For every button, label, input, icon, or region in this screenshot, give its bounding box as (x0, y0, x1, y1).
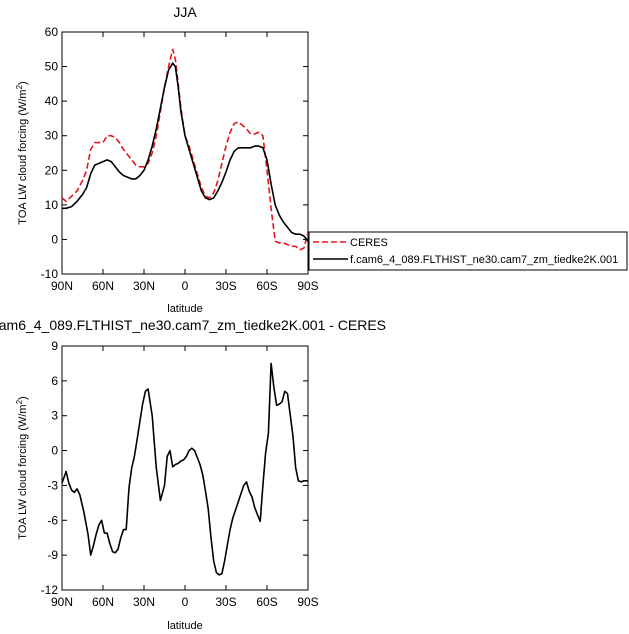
top-x-tick-label: 30N (133, 279, 155, 293)
top-y-axis-label-main: TOA LW cloud forcing (W/m (17, 89, 29, 224)
bottom-y-tick-label: -6 (47, 513, 58, 527)
bottom-y-axis-label: TOA LW cloud forcing (W/m2) (15, 396, 29, 539)
bottom-x-axis-label: latitude (167, 620, 202, 632)
top-series-line-2 (62, 62, 309, 242)
top-x-tick-label: 0 (182, 279, 189, 293)
top-x-tick-label: 90S (297, 279, 318, 293)
top-y-ticks: -10 0 10 20 30 40 50 60 (41, 25, 308, 281)
top-plot-frame (61, 31, 309, 275)
top-x-tick-label: 30S (215, 279, 236, 293)
top-y-tick-label: 40 (45, 94, 59, 108)
top-x-tick-label: 60N (92, 279, 114, 293)
top-panel: JJA -10 0 10 20 30 40 50 60 90N 60N 30N 0 30S 60S 90S… (15, 4, 319, 315)
legend: CERES f.cam6_4_089.FLTHIST_ne30.cam7_zm_… (308, 231, 628, 271)
top-y-axis-label-end: ) (17, 81, 29, 85)
bottom-y-tick-label: -3 (47, 478, 58, 492)
legend-box (308, 231, 628, 271)
bottom-y-tick-label: 0 (51, 444, 58, 458)
top-x-tick-label: 90N (51, 279, 73, 293)
bottom-x-tick-label: 30S (215, 595, 236, 609)
top-y-tick-label: 30 (45, 129, 59, 143)
bottom-x-tick-label: 60N (92, 595, 114, 609)
bottom-x-ticks: 90N 60N 30N 0 30S 60S 90S (51, 346, 319, 609)
bottom-y-axis-label-end: ) (17, 396, 29, 400)
top-x-axis-label: latitude (167, 303, 202, 315)
bottom-y-tick-label: -9 (47, 548, 58, 562)
bottom-y-axis-label-main: TOA LW cloud forcing (W/m (17, 404, 29, 539)
top-y-axis-label-sup: 2 (15, 84, 24, 89)
top-plot-border (61, 31, 309, 275)
legend-ceres-label: CERES (350, 237, 388, 249)
top-y-tick-label: 20 (45, 163, 59, 177)
bottom-y-axis-label-sup: 2 (15, 399, 24, 404)
top-y-axis-label: TOA LW cloud forcing (W/m2) (15, 81, 29, 224)
bottom-y-tick-label: 3 (51, 409, 58, 423)
top-title: JJA (173, 4, 197, 20)
bottom-x-tick-label: 90N (51, 595, 73, 609)
bottom-series-lines (61, 362, 308, 576)
bottom-panel: f.cam6_4_089.FLTHIST_ne30.cam7_zm_tiedke… (0, 317, 386, 632)
bottom-x-tick-label: 90S (297, 595, 318, 609)
bottom-y-tick-label: -12 (41, 583, 59, 597)
legend-model-label: f.cam6_4_089.FLTHIST_ne30.cam7_zm_tiedke… (350, 254, 618, 266)
bottom-series-line-1 (61, 362, 308, 576)
top-series-line-1 (61, 48, 309, 251)
bottom-y-ticks: -12 -9 -6 -3 0 3 6 9 (41, 339, 308, 597)
top-y-tick-label: 0 (51, 232, 58, 246)
top-y-tick-label: -10 (41, 267, 59, 281)
bottom-x-tick-label: 30N (133, 595, 155, 609)
bottom-x-tick-label: 0 (182, 595, 189, 609)
bottom-title: f.cam6_4_089.FLTHIST_ne30.cam7_zm_tiedke… (0, 317, 386, 333)
top-x-tick-label: 60S (256, 279, 277, 293)
top-y-tick-label: 50 (45, 60, 59, 74)
top-series-lines (61, 48, 309, 251)
top-x-ticks: 90N 60N 30N 0 30S 60S 90S (51, 32, 319, 293)
bottom-y-tick-label: 9 (51, 339, 58, 353)
top-y-tick-label: 10 (45, 198, 59, 212)
bottom-x-tick-label: 60S (256, 595, 277, 609)
top-y-tick-label: 60 (45, 25, 59, 39)
bottom-y-tick-label: 6 (51, 374, 58, 388)
